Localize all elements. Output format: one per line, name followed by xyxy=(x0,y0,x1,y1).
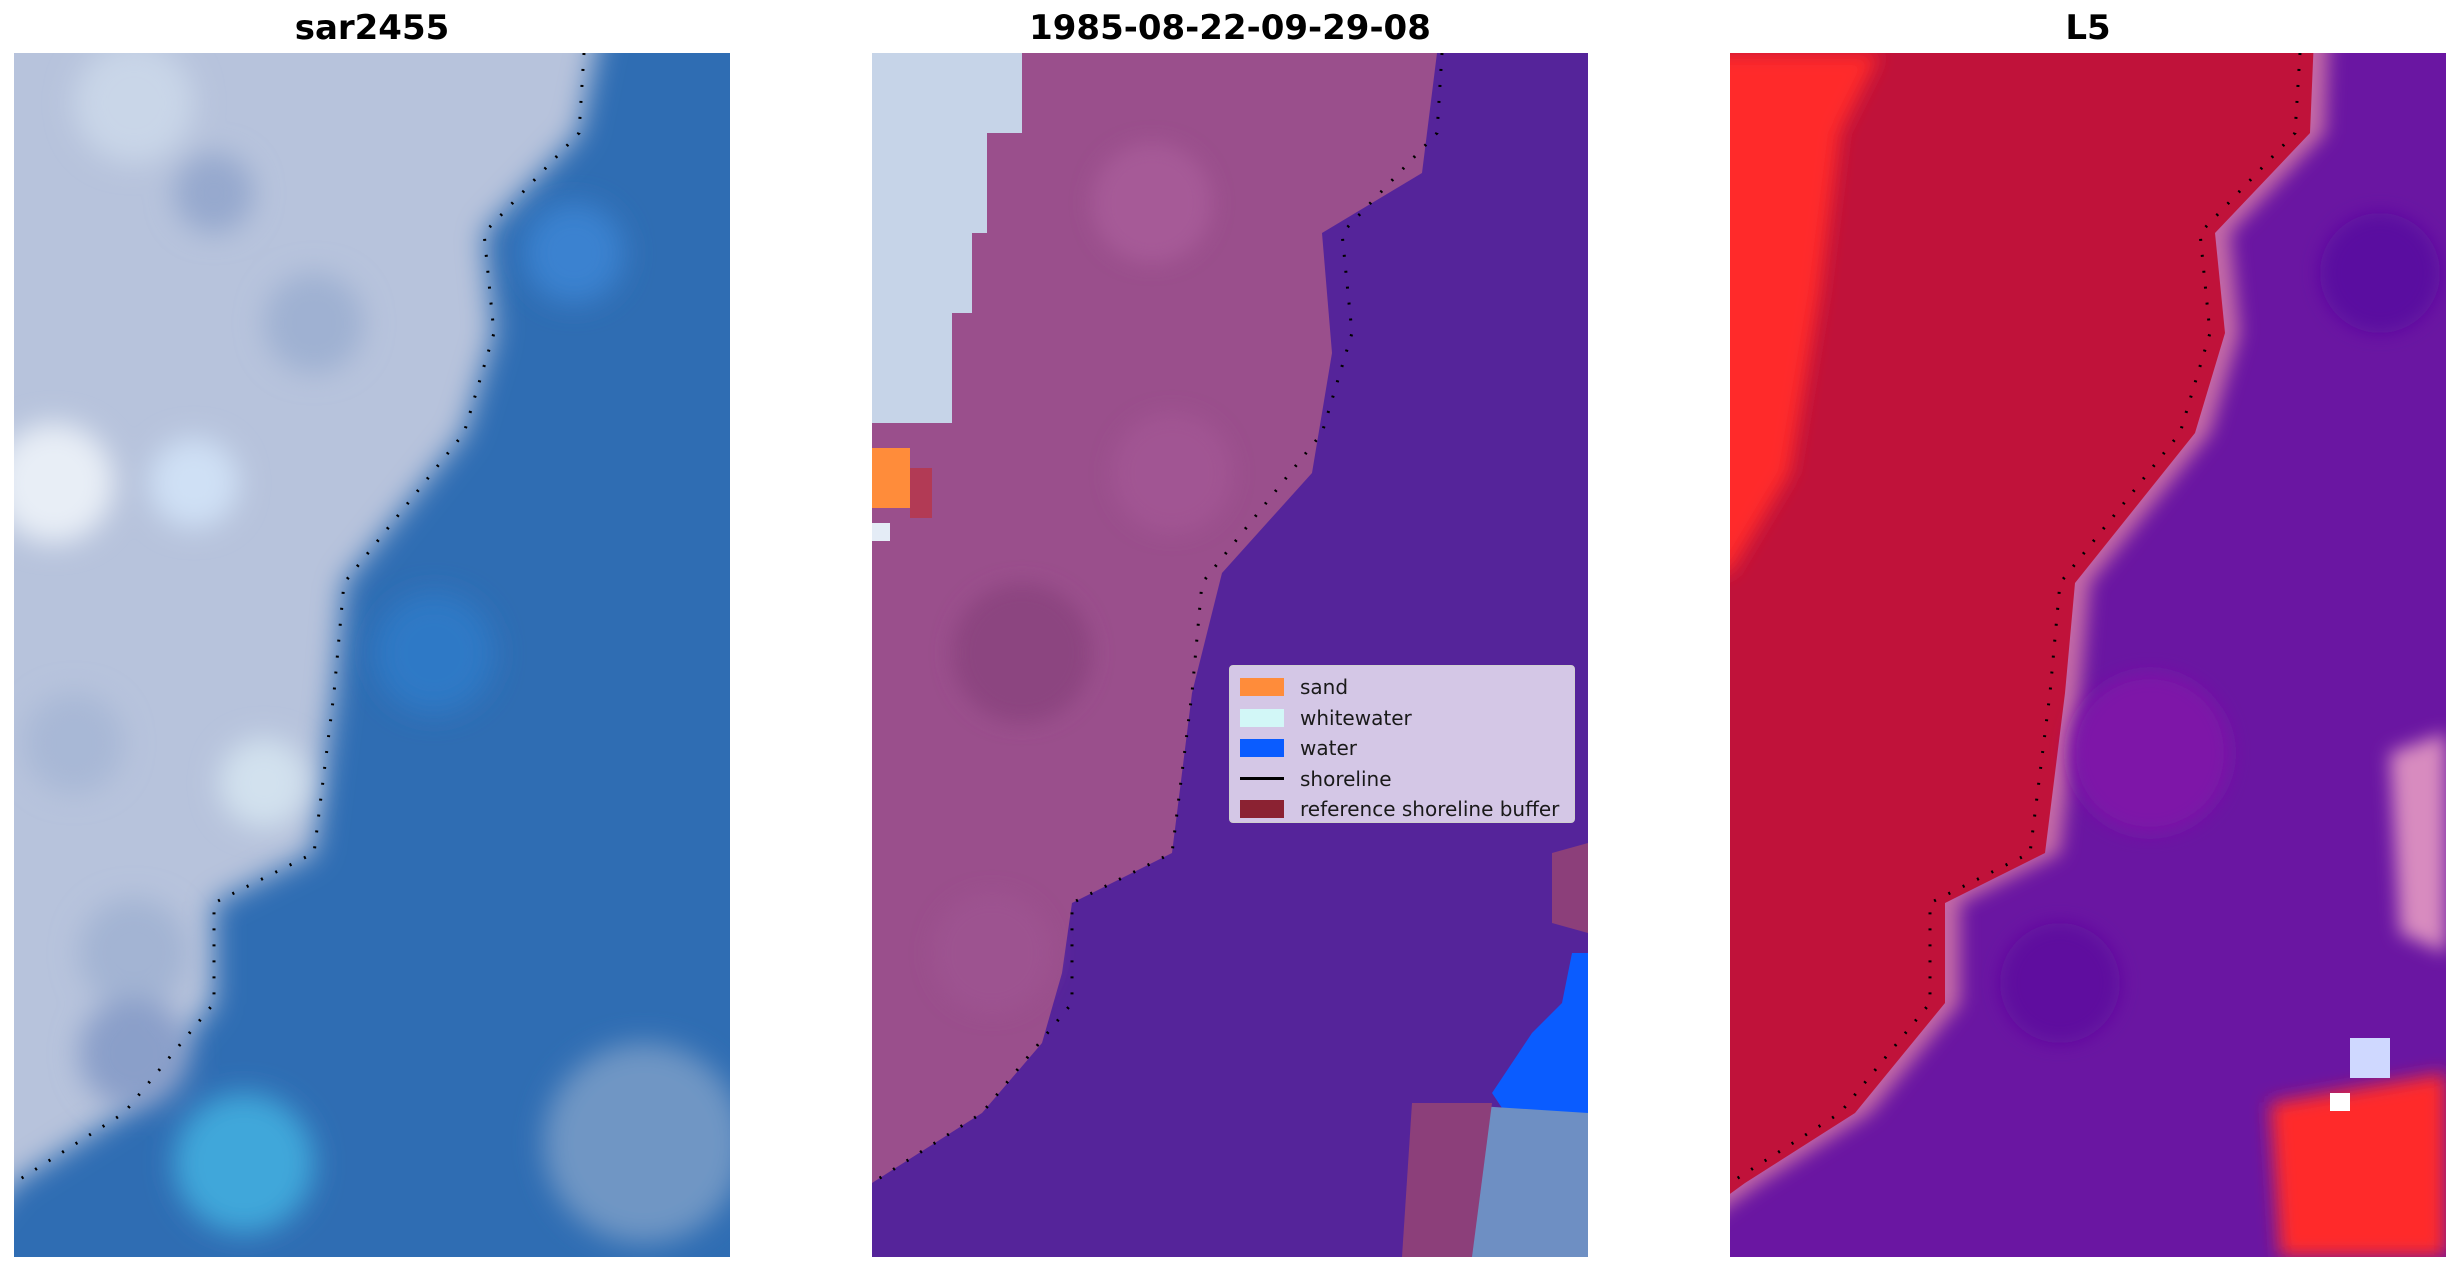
legend-item-water: water xyxy=(1240,733,1564,764)
legend-label: water xyxy=(1300,736,1357,761)
whitewater-class-area xyxy=(872,53,1022,423)
land-class-patch-right xyxy=(1552,843,1588,933)
land-class-texture xyxy=(932,143,1232,1013)
land-texture xyxy=(14,53,730,1243)
probability-low-pixel xyxy=(2330,1093,2350,1111)
legend-swatch-whitewater xyxy=(1240,708,1284,727)
rgb-image-panel xyxy=(14,53,730,1257)
probability-panel xyxy=(1730,53,2446,1257)
legend-swatch-reference-buffer xyxy=(1240,800,1284,819)
land-class-patch xyxy=(1402,1103,1492,1257)
panel-title-probability: L5 xyxy=(2065,8,2111,48)
legend-swatch-sand xyxy=(1240,678,1284,697)
panel-title-rgb: sar2455 xyxy=(294,8,450,48)
legend-line-shoreline xyxy=(1240,777,1284,781)
classification-panel xyxy=(872,53,1588,1257)
legend-swatch-water xyxy=(1240,739,1284,758)
legend-item-reference-buffer: reference shoreline buffer xyxy=(1240,794,1564,825)
whitewater-class-small xyxy=(872,523,890,541)
legend-label: shoreline xyxy=(1300,766,1392,791)
probability-texture xyxy=(1730,53,2446,1257)
legend-label: sand xyxy=(1300,675,1349,700)
legend: sand whitewater water shoreline referenc… xyxy=(1229,665,1575,823)
buffer-class-area xyxy=(910,468,932,518)
panel-title-classification: 1985-08-22-09-29-08 xyxy=(1029,8,1431,48)
land-area xyxy=(14,53,596,1183)
legend-item-shoreline: shoreline xyxy=(1240,764,1564,795)
land-probability-area xyxy=(1730,53,2314,1194)
sand-class-area xyxy=(872,448,910,508)
legend-item-whitewater: whitewater xyxy=(1240,703,1564,734)
legend-item-sand: sand xyxy=(1240,672,1564,703)
water-class-patch xyxy=(1492,953,1588,1123)
legend-label: reference shoreline buffer xyxy=(1300,797,1560,822)
probability-low-pixel xyxy=(2350,1038,2390,1078)
legend-label: whitewater xyxy=(1300,705,1412,730)
